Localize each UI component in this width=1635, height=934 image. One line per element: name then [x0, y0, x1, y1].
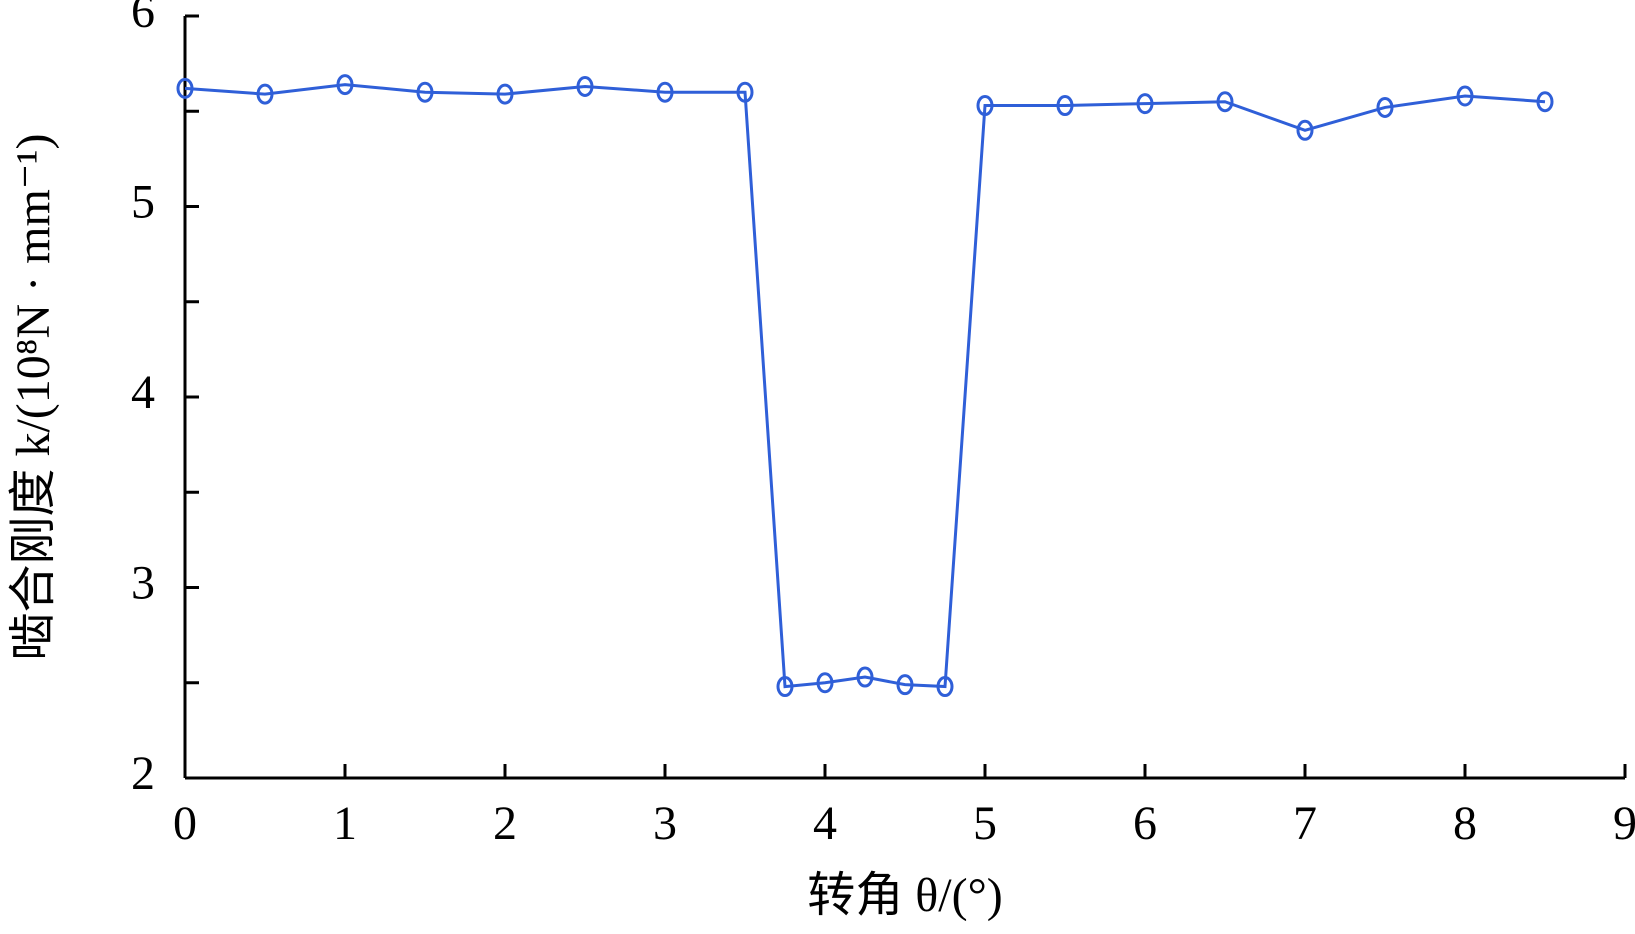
y-tick-label: 6: [131, 0, 155, 38]
data-marker: [1056, 95, 1074, 117]
data-marker: [776, 676, 794, 698]
x-axis-label: 转角 θ/(°): [807, 869, 1003, 922]
data-marker: [1216, 91, 1234, 113]
x-tick-label: 7: [1293, 797, 1317, 850]
data-marker: [816, 672, 834, 694]
x-tick-label: 0: [173, 797, 197, 850]
y-tick-label: 2: [131, 747, 155, 800]
data-line: [184, 83, 1546, 689]
data-marker: [896, 674, 914, 696]
x-tick-label: 5: [973, 797, 997, 850]
data-marker: [936, 676, 954, 698]
data-marker: [856, 666, 874, 688]
data-marker: [576, 75, 594, 97]
x-tick-label: 1: [333, 797, 357, 850]
data-marker: [976, 95, 994, 117]
x-tick-label: 6: [1133, 797, 1157, 850]
data-marker: [656, 81, 674, 103]
data-marker: [1536, 91, 1554, 113]
y-tick-label: 3: [131, 557, 155, 610]
data-marker: [1456, 85, 1474, 107]
y-axis-label: 啮合刚度 k/(10⁸N · mm⁻¹): [7, 133, 60, 660]
y-tick-label: 4: [131, 366, 155, 419]
x-tick-label: 9: [1613, 797, 1635, 850]
x-tick-label: 2: [493, 797, 517, 850]
data-marker: [256, 83, 274, 105]
data-marker: [416, 81, 434, 103]
y-tick-label: 5: [131, 176, 155, 229]
data-marker: [176, 77, 194, 99]
x-tick-label: 4: [813, 797, 837, 850]
data-marker: [1296, 119, 1314, 141]
data-marker: [1136, 93, 1154, 115]
data-marker: [1376, 96, 1394, 118]
x-tick-label: 3: [653, 797, 677, 850]
x-tick-label: 8: [1453, 797, 1477, 850]
data-marker: [496, 83, 514, 105]
data-marker: [736, 81, 754, 103]
data-marker: [336, 74, 354, 96]
